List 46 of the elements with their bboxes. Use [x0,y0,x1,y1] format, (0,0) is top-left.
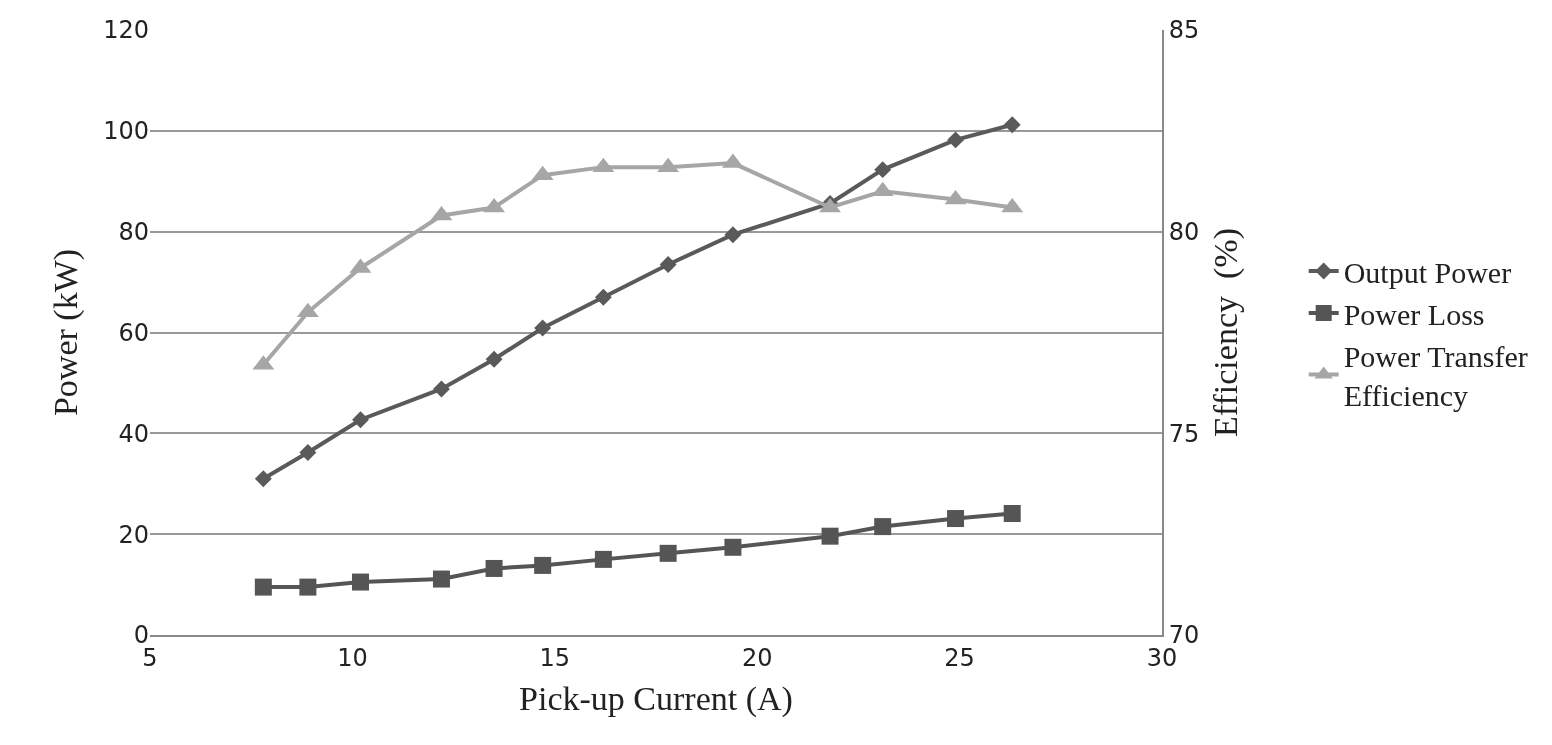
legend-label: Power Loss [1343,297,1485,331]
point [254,470,272,488]
point [659,255,677,273]
point [485,350,503,368]
y2-tick-label: 75 [1168,419,1200,448]
point [1003,116,1021,134]
point [821,527,839,545]
point [534,556,552,574]
legend-label: Power Transfer Efficiency [1343,339,1528,412]
point [594,550,612,568]
y2-tick-label: 80 [1168,218,1200,247]
point [485,559,503,577]
point [352,573,369,591]
point [659,544,677,562]
y2-axis-title: Efficiency (%) [1207,228,1246,437]
x-tick-label: 10 [337,643,368,672]
y2-tick-label: 85 [1168,16,1200,45]
point [1003,505,1021,522]
y-axis-title: Power (kW) [46,248,85,417]
point [874,518,892,536]
point [947,510,965,528]
point [534,319,552,337]
x-tick-label: 20 [741,643,773,672]
x-tick-label: 30 [1146,643,1178,672]
x-tick-label: 15 [539,643,571,672]
point [947,131,964,149]
legend-label: Output Power [1343,255,1512,289]
point [594,288,612,306]
y-tick-label: 80 [118,218,149,247]
point [433,380,450,398]
point [724,538,742,556]
y-tick-label: 40 [118,419,149,448]
point [352,411,369,429]
point [299,444,317,461]
y-tick-label: 100 [103,117,149,146]
y-tick-label: 20 [118,520,149,549]
point [874,161,892,179]
y-tick-label: 60 [118,318,149,347]
x-axis-title: Pick-up Current (A) [519,679,793,718]
x-tick-label: 25 [944,643,975,672]
point [724,226,742,244]
point [299,578,317,596]
x-tick-label: 5 [142,643,158,672]
point [254,578,272,596]
point [432,570,450,588]
y-tick-label: 120 [103,16,149,45]
